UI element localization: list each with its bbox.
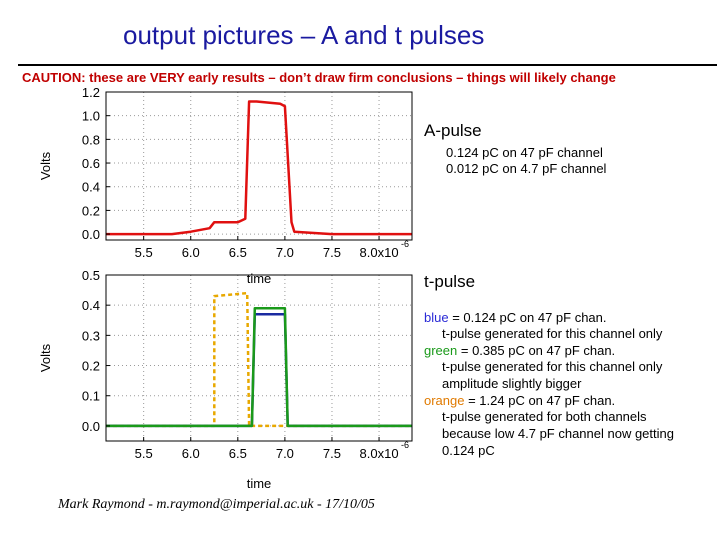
green-note-1: t-pulse generated for this channel only bbox=[442, 359, 663, 374]
chart0-series-0 bbox=[106, 100, 412, 236]
chart0-x-exponent: -6 bbox=[401, 239, 409, 249]
chart1-xtick-label-1: 6.0 bbox=[182, 446, 200, 461]
chart1-ytick-label-4: 0.4 bbox=[82, 298, 100, 313]
a-pulse-line-2: 0.012 pC on 4.7 pF channel bbox=[446, 161, 607, 176]
orange-note-2: because low 4.7 pF channel now getting bbox=[442, 426, 674, 441]
chart0-xtick-label-5: 8.0x10 bbox=[360, 245, 399, 260]
chart0-ytick-label-2: 0.4 bbox=[82, 180, 100, 195]
t-pulse-orange-line: orange = 1.24 pC on 47 pF chan. bbox=[424, 393, 615, 408]
chart0-xtick-label-2: 6.5 bbox=[229, 245, 247, 260]
blue-label: blue bbox=[424, 310, 449, 325]
t-pulse-green-line: green = 0.385 pC on 47 pF chan. bbox=[424, 343, 615, 358]
blue-note: t-pulse generated for this channel only bbox=[442, 326, 663, 341]
chart0-ytick-label-6: 1.2 bbox=[82, 85, 100, 100]
chart1-series-0 bbox=[106, 291, 412, 428]
orange-desc: = 1.24 pC on 47 pF chan. bbox=[464, 393, 616, 408]
footer-credit: Mark Raymond - m.raymond@imperial.ac.uk … bbox=[58, 497, 375, 512]
title-divider bbox=[18, 64, 717, 66]
chart1-frame bbox=[105, 274, 413, 442]
chart0-xtick-label-0: 5.5 bbox=[135, 245, 153, 260]
t-pulse-heading: t-pulse bbox=[424, 272, 476, 291]
chart1-ytick-label-5: 0.5 bbox=[82, 268, 100, 283]
slide-title: output pictures – A and t pulses bbox=[123, 20, 485, 50]
chart1-ytick-label-1: 0.1 bbox=[82, 389, 100, 404]
chart0-frame bbox=[105, 91, 413, 241]
chart1-x-axis-label: time bbox=[247, 476, 272, 491]
chart1-ytick-label-0: 0.0 bbox=[82, 419, 100, 434]
a-pulse-line-1: 0.124 pC on 47 pF channel bbox=[446, 145, 603, 160]
a-pulse-heading: A-pulse bbox=[424, 121, 482, 140]
caution-note: CAUTION: these are VERY early results – … bbox=[22, 70, 616, 85]
chart0-ytick-label-5: 1.0 bbox=[82, 109, 100, 124]
orange-note-3: 0.124 pC bbox=[442, 443, 495, 458]
orange-label: orange bbox=[424, 393, 465, 408]
chart0-y-axis-label: Volts bbox=[38, 151, 53, 180]
chart1-ytick-label-2: 0.2 bbox=[82, 359, 100, 374]
green-desc: = 0.385 pC on 47 pF chan. bbox=[457, 343, 616, 358]
chart0-xtick-label-4: 7.5 bbox=[323, 245, 341, 260]
chart0-xtick-label-3: 7.0 bbox=[276, 245, 294, 260]
chart1-series-1 bbox=[106, 312, 412, 428]
orange-note-1: t-pulse generated for both channels bbox=[442, 409, 647, 424]
chart1-xtick-label-4: 7.5 bbox=[323, 446, 341, 461]
t-pulse-blue-line: blue = 0.124 pC on 47 pF chan. bbox=[424, 310, 607, 325]
chart1-xtick-label-2: 6.5 bbox=[229, 446, 247, 461]
chart1-x-exponent: -6 bbox=[401, 440, 409, 450]
chart0-ytick-label-1: 0.2 bbox=[82, 203, 100, 218]
chart0-ytick-label-3: 0.6 bbox=[82, 156, 100, 171]
green-label: green bbox=[424, 343, 458, 358]
chart1-ytick-label-3: 0.3 bbox=[82, 328, 100, 343]
chart1-x-axis-label-top: time bbox=[247, 271, 272, 286]
chart1-y-axis-label: Volts bbox=[38, 343, 53, 372]
chart1-xtick-label-0: 5.5 bbox=[135, 446, 153, 461]
chart1-xtick-label-3: 7.0 bbox=[276, 446, 294, 461]
green-note-2: amplitude slightly bigger bbox=[442, 376, 582, 391]
chart0-xtick-label-1: 6.0 bbox=[182, 245, 200, 260]
chart0-ytick-label-0: 0.0 bbox=[82, 227, 100, 242]
chart1-xtick-label-5: 8.0x10 bbox=[360, 446, 399, 461]
blue-desc: = 0.124 pC on 47 pF chan. bbox=[448, 310, 607, 325]
chart0-ytick-label-4: 0.8 bbox=[82, 132, 100, 147]
chart1-series-2 bbox=[106, 306, 412, 428]
